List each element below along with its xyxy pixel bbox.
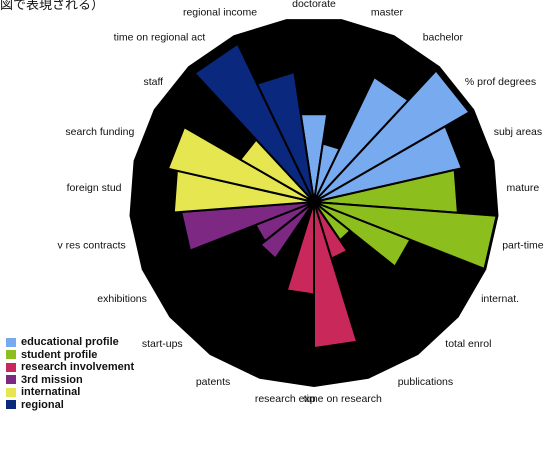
legend: educational profile student profile resear… bbox=[6, 336, 134, 411]
label-v-res-contracts: v res contracts bbox=[58, 239, 126, 251]
label-prof-degrees: % prof degrees bbox=[465, 76, 536, 88]
label-subj-areas: subj areas bbox=[494, 126, 542, 138]
label-publications: publications bbox=[398, 376, 453, 388]
chart-center-dot bbox=[311, 199, 317, 205]
legend-swatch bbox=[6, 400, 16, 410]
label-time-on-research: time on research bbox=[304, 393, 382, 405]
label-total-enrol: total enrol bbox=[445, 338, 491, 350]
legend-label: educational profile bbox=[21, 336, 119, 349]
label-foreign-stud: foreign stud bbox=[67, 182, 122, 194]
legend-label: student profile bbox=[21, 348, 98, 361]
label-master: master bbox=[371, 7, 404, 19]
legend-swatch bbox=[6, 362, 16, 372]
label-mature: mature bbox=[507, 182, 540, 194]
legend-item: 3rd mission bbox=[6, 374, 134, 387]
label-patents: patents bbox=[196, 376, 230, 388]
legend-item: regional bbox=[6, 399, 134, 412]
legend-swatch bbox=[6, 387, 16, 397]
label-internat: internat. bbox=[481, 293, 519, 305]
label-exhibitions: exhibitions bbox=[97, 293, 147, 305]
label-part-time: part-time bbox=[502, 239, 544, 251]
label-staff: staff bbox=[143, 76, 163, 88]
legend-label: research involvement bbox=[21, 361, 135, 374]
label-start-ups: start-ups bbox=[142, 338, 183, 350]
legend-swatch bbox=[6, 337, 16, 347]
bar-regional-income bbox=[256, 71, 315, 203]
cropped-caption: 図で表現される） bbox=[0, 0, 105, 13]
legend-label: 3rd mission bbox=[21, 373, 83, 386]
label-bachelor: bachelor bbox=[423, 32, 464, 44]
label-search-funding: search funding bbox=[65, 126, 134, 138]
label-research-exp: research exp bbox=[255, 393, 316, 405]
legend-label: regional bbox=[21, 398, 64, 411]
label-doctorate: doctorate bbox=[292, 0, 336, 10]
legend-item: educational profile bbox=[6, 336, 134, 349]
legend-item: student profile bbox=[6, 349, 134, 362]
bar-research-exp bbox=[285, 201, 315, 296]
label-regional-income: regional income bbox=[183, 7, 257, 19]
label-time-on-regional-act: time on regional act bbox=[114, 32, 206, 44]
bar-internat bbox=[313, 201, 412, 268]
legend-item: research involvement bbox=[6, 361, 134, 374]
legend-swatch bbox=[6, 375, 16, 385]
legend-label: internatinal bbox=[21, 386, 81, 399]
legend-swatch bbox=[6, 350, 16, 360]
legend-item: internatinal bbox=[6, 386, 134, 399]
